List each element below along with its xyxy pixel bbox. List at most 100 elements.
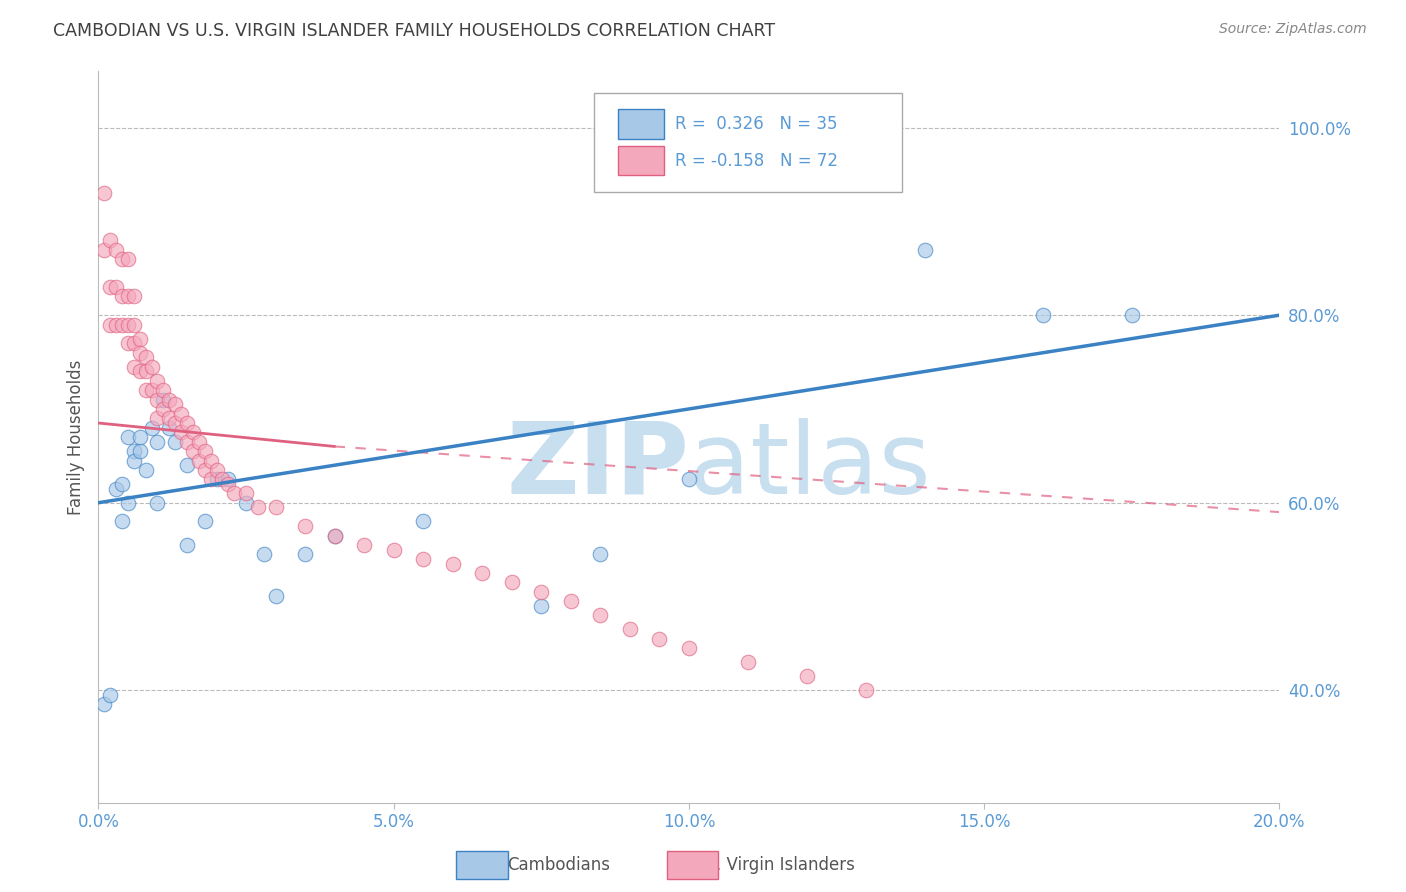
Point <box>165 397 187 411</box>
Point <box>176 458 198 473</box>
Point <box>1121 308 1143 322</box>
Point <box>187 453 209 467</box>
Text: ZIP: ZIP <box>506 417 689 515</box>
Point <box>648 632 671 646</box>
Point <box>135 383 157 397</box>
Point <box>501 575 523 590</box>
Point <box>152 392 174 407</box>
Point <box>122 289 145 303</box>
Point <box>152 401 174 416</box>
Point <box>128 364 150 378</box>
Point <box>111 289 134 303</box>
Text: Source: ZipAtlas.com: Source: ZipAtlas.com <box>1219 22 1367 37</box>
Point <box>194 444 217 458</box>
Point <box>246 500 269 515</box>
Point <box>165 434 187 449</box>
Point <box>353 538 375 552</box>
Point <box>253 547 276 561</box>
Point <box>796 669 818 683</box>
Point <box>176 434 198 449</box>
FancyBboxPatch shape <box>666 851 718 879</box>
Point <box>117 496 139 510</box>
Point <box>111 252 134 266</box>
Point <box>294 547 316 561</box>
Text: Cambodians: Cambodians <box>508 856 610 874</box>
Point <box>105 482 128 496</box>
Point <box>176 416 198 430</box>
Point <box>122 336 145 351</box>
Point <box>146 496 169 510</box>
Point <box>235 486 257 500</box>
Point <box>128 345 150 359</box>
Point <box>678 641 700 656</box>
Point <box>205 472 228 486</box>
Point <box>170 407 193 421</box>
Point <box>165 416 187 430</box>
Point <box>619 623 641 637</box>
Point <box>441 557 464 571</box>
Point <box>157 392 180 407</box>
Point <box>1032 308 1054 322</box>
Point <box>194 463 217 477</box>
Point <box>122 444 145 458</box>
Point <box>560 594 582 608</box>
Point <box>128 444 150 458</box>
Point <box>93 243 115 257</box>
Text: CAMBODIAN VS U.S. VIRGIN ISLANDER FAMILY HOUSEHOLDS CORRELATION CHART: CAMBODIAN VS U.S. VIRGIN ISLANDER FAMILY… <box>53 22 776 40</box>
Point <box>105 243 128 257</box>
FancyBboxPatch shape <box>619 146 664 175</box>
Point <box>122 453 145 467</box>
Text: R = -0.158   N = 72: R = -0.158 N = 72 <box>675 152 838 169</box>
Point <box>135 364 157 378</box>
Point <box>128 332 150 346</box>
Point <box>382 542 405 557</box>
Point <box>412 515 434 529</box>
Point <box>117 430 139 444</box>
Point <box>141 359 163 374</box>
Point <box>141 383 163 397</box>
Point <box>105 318 128 332</box>
Point <box>93 186 115 201</box>
Point <box>157 420 180 434</box>
Point <box>855 683 877 698</box>
Point <box>122 359 145 374</box>
Point <box>135 351 157 365</box>
Point <box>412 552 434 566</box>
Point <box>111 318 134 332</box>
Point <box>111 477 134 491</box>
Point <box>187 434 209 449</box>
Point <box>235 496 257 510</box>
Point <box>224 486 246 500</box>
Point <box>589 608 612 623</box>
Point <box>530 584 553 599</box>
Point <box>323 528 346 542</box>
Point <box>93 698 115 712</box>
Point <box>117 318 139 332</box>
Point <box>141 420 163 434</box>
Point <box>128 430 150 444</box>
Point <box>211 472 233 486</box>
Y-axis label: Family Households: Family Households <box>66 359 84 515</box>
Point <box>200 472 222 486</box>
Point <box>98 280 121 294</box>
Point <box>146 411 169 425</box>
Point <box>294 519 316 533</box>
Point <box>117 252 139 266</box>
Point <box>98 318 121 332</box>
Point <box>117 289 139 303</box>
FancyBboxPatch shape <box>595 94 901 192</box>
Point <box>205 463 228 477</box>
Point <box>122 318 145 332</box>
Point <box>200 453 222 467</box>
Point <box>217 477 239 491</box>
Point <box>264 590 287 604</box>
Point <box>157 411 180 425</box>
Point <box>146 374 169 388</box>
Point <box>181 425 204 440</box>
Text: R =  0.326   N = 35: R = 0.326 N = 35 <box>675 115 837 133</box>
Point <box>146 434 169 449</box>
Point <box>98 688 121 702</box>
Point <box>264 500 287 515</box>
Point <box>98 233 121 247</box>
Point <box>117 336 139 351</box>
